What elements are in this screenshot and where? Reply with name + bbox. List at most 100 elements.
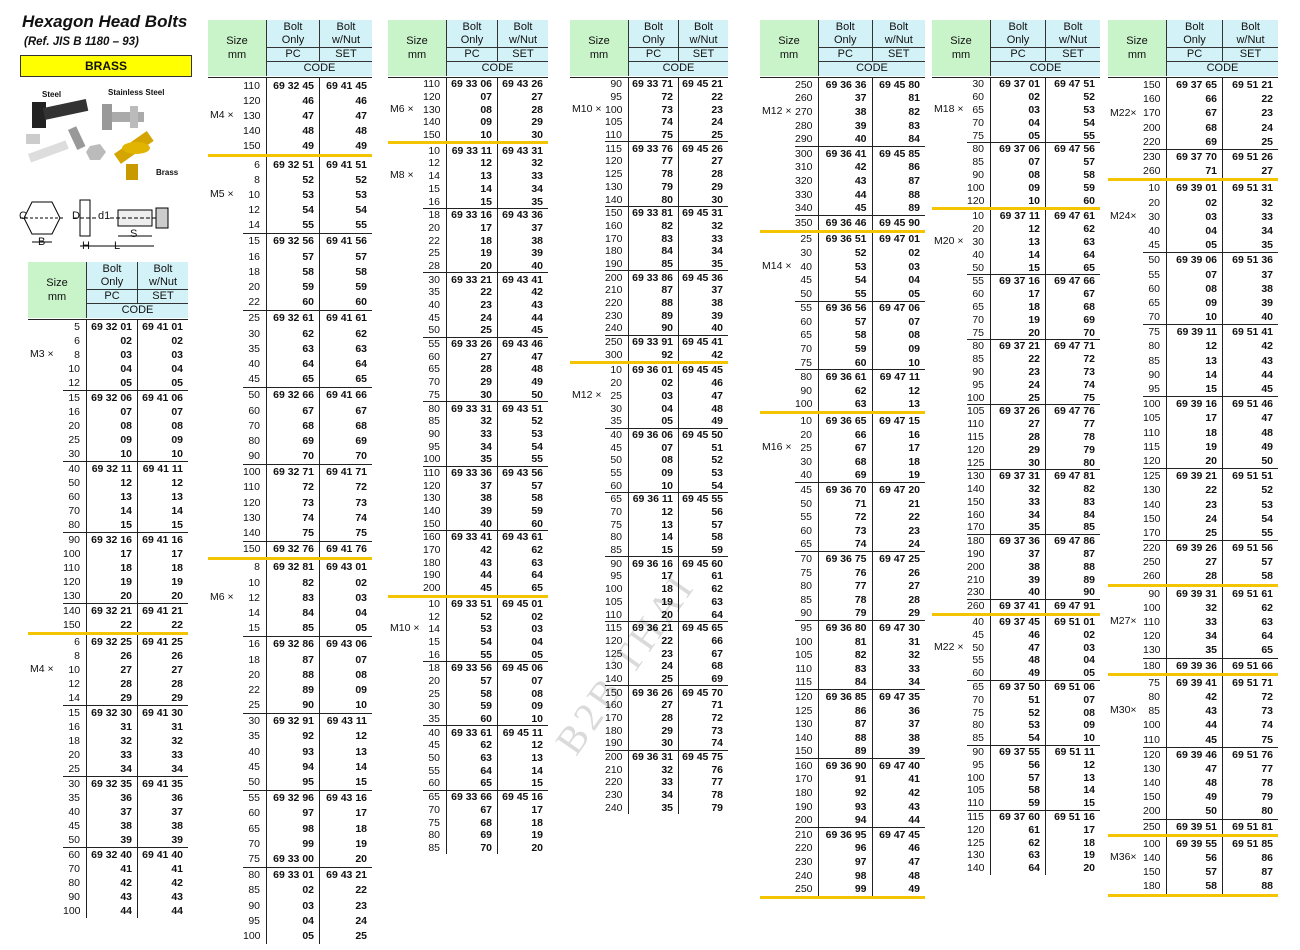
- bolt-only-code: 48: [1166, 776, 1222, 791]
- bolt-with-nut-code: 39: [1222, 295, 1278, 310]
- size-value: 60: [248, 807, 260, 820]
- bolt-with-nut-code: 15: [497, 777, 548, 790]
- size-value: 35: [610, 415, 622, 428]
- table-row: 120 10 60: [967, 194, 1100, 207]
- size-value: 70: [1148, 311, 1160, 324]
- table-row: 12 54 54: [243, 202, 372, 218]
- table-row: 15 69 32 56 69 41 56: [243, 233, 372, 250]
- size-value: 120: [63, 576, 81, 588]
- table-row: 150 69 37 65 69 51 21: [1143, 78, 1278, 93]
- size-value: 115: [605, 622, 622, 635]
- bolt-with-nut-code: 04: [1045, 654, 1100, 667]
- bolt-with-nut-code: 22: [1222, 92, 1278, 107]
- size-block: 110 69 33 36 69 43 56 120 37 57 130 38 58 140 39 59…: [423, 465, 548, 531]
- table-row: 130 38 58: [423, 492, 548, 505]
- bolt-with-nut-code: 37: [871, 717, 926, 731]
- bolt-with-nut-code: 13: [319, 744, 372, 760]
- size-block: 100 69 32 71 69 41 71 110 72 72 120 73 73 130 74 74…: [243, 463, 372, 541]
- bolt-only-code: 69 37 41: [990, 599, 1045, 613]
- thread-size-label: M5 ×: [210, 187, 234, 200]
- size-block: 150 69 33 81 69 45 31 160 82 32 170 83 33 180 84 34…: [605, 205, 728, 271]
- table-row: 170 42 62: [423, 543, 548, 557]
- table-row: 85 13 43: [1143, 353, 1278, 368]
- table-row: 20 59 59: [243, 279, 372, 295]
- bolt-with-nut-header-line1: Bolt: [513, 21, 533, 33]
- table-row: 50 95 15: [243, 774, 372, 790]
- bolt-with-nut-code: 86: [871, 160, 926, 175]
- table-row: 60 27 47: [423, 350, 548, 364]
- size-block: 180 69 37 36 69 47 86 190 37 87 200 38 88 210 39 89…: [967, 533, 1100, 599]
- bolt-only-code: 46: [990, 628, 1045, 642]
- bolt-with-nut-code: 59: [497, 504, 548, 518]
- bolt-with-nut-code: 69 51 56: [1222, 541, 1278, 556]
- bolt-only-code: 14: [628, 531, 678, 544]
- table-row: 110 59 15: [967, 796, 1100, 810]
- bolt-only-code: 02: [990, 90, 1045, 104]
- bolt-only-code: 69 33 91: [628, 335, 678, 349]
- size-value: 18: [428, 209, 440, 222]
- bolt-only-code: 59: [990, 796, 1045, 810]
- bolt-only-code: 52: [266, 172, 319, 188]
- size-value: 210: [605, 763, 623, 776]
- bolt-with-nut-code: 69 45 90: [871, 215, 926, 230]
- bolt-with-nut-code: 69 51 71: [1222, 675, 1278, 690]
- table-row: 30 68 18: [795, 455, 925, 469]
- bolt-only-code: 69 33 76: [628, 142, 678, 156]
- size-value: 105: [605, 116, 623, 129]
- size-value: 290: [795, 133, 813, 146]
- size-block: 8 69 32 81 69 43 01 10 82 02 12 83 03 14 84 04 15 85 0…: [243, 559, 372, 636]
- table-row: 230 40 90: [967, 586, 1100, 599]
- size-block: 65 69 37 50 69 51 06 70 51 07 75 52 08 80 53 09 85 54…: [967, 679, 1100, 745]
- table-row: 75 13 57: [605, 518, 728, 532]
- bolt-with-nut-code: 71: [678, 699, 728, 712]
- size-value: 45: [248, 760, 260, 773]
- table-row: 85 54 10: [967, 731, 1100, 745]
- bolt-with-nut-code: 32: [497, 157, 548, 170]
- bolt-only-code: 98: [266, 821, 319, 837]
- dim-d1-label: d1: [98, 210, 111, 222]
- table-row: 12 28 28: [63, 677, 188, 691]
- bolt-with-nut-code: 22: [137, 618, 188, 632]
- table-row: 18 32 32: [63, 734, 188, 748]
- bolt-with-nut-code: 17: [137, 547, 188, 561]
- bolt-with-nut-code: 02: [137, 334, 188, 348]
- bolt-with-nut-code: 44: [1222, 367, 1278, 382]
- bolt-with-nut-code: 14: [319, 759, 372, 775]
- bolt-with-nut-code: 03: [1045, 641, 1100, 655]
- table-row: 65 09 39: [1143, 295, 1278, 310]
- size-value: 65: [248, 822, 260, 835]
- table-row: 140 48 48: [243, 123, 372, 139]
- table-row: 150 89 39: [795, 744, 925, 759]
- size-value: 90: [248, 899, 260, 912]
- size-value: 30: [428, 700, 440, 713]
- bolt-only-code: 07: [446, 90, 497, 104]
- table-row: 350 69 36 46 69 45 90: [795, 215, 926, 230]
- table-row: 100 44 74: [1143, 718, 1278, 733]
- bolt-only-code: 94: [266, 759, 319, 775]
- bolt-with-nut-code: 34: [871, 675, 926, 690]
- bolt-only-header-line2: Only: [460, 34, 484, 46]
- size-value: 70: [972, 313, 984, 326]
- bolt-with-nut-code: 75: [1222, 732, 1278, 747]
- bolt-only-code: 58: [266, 264, 319, 280]
- size-value: 75: [248, 852, 260, 865]
- bolt-only-code: 84: [818, 675, 872, 690]
- bolt-with-nut-code: 26: [137, 649, 188, 663]
- table-row: 55 09 53: [605, 466, 728, 480]
- bolt-only-code: 25: [446, 324, 497, 337]
- size-value: 160: [605, 219, 623, 232]
- table-row: 105 82 32: [795, 648, 925, 662]
- bolt-with-nut-code: 20: [1045, 861, 1100, 875]
- size-block: 40 69 36 06 69 45 50 45 07 51 50 08 52 55 09 53 60 10…: [605, 427, 728, 492]
- bolt-only-code: 65: [446, 777, 497, 790]
- table-row: 15 69 32 06 69 41 06: [63, 391, 188, 405]
- table-row: 14 84 04: [243, 605, 372, 621]
- table-row: 5 69 32 01 69 41 01: [63, 320, 188, 334]
- table-row: 95 56 12: [967, 758, 1100, 772]
- size-value: 12: [68, 678, 80, 690]
- size-block: 180 69 39 36 69 51 66: [1143, 657, 1278, 673]
- bolt-only-code: 69 39 26: [1166, 541, 1222, 556]
- bolt-only-code: 02: [86, 334, 137, 348]
- thread-size-group: 10 69 39 01 69 51 31 20 02 32 30 03 33 40 04 34 45 05…: [1108, 181, 1278, 587]
- table-row: 16 57 57: [243, 249, 372, 265]
